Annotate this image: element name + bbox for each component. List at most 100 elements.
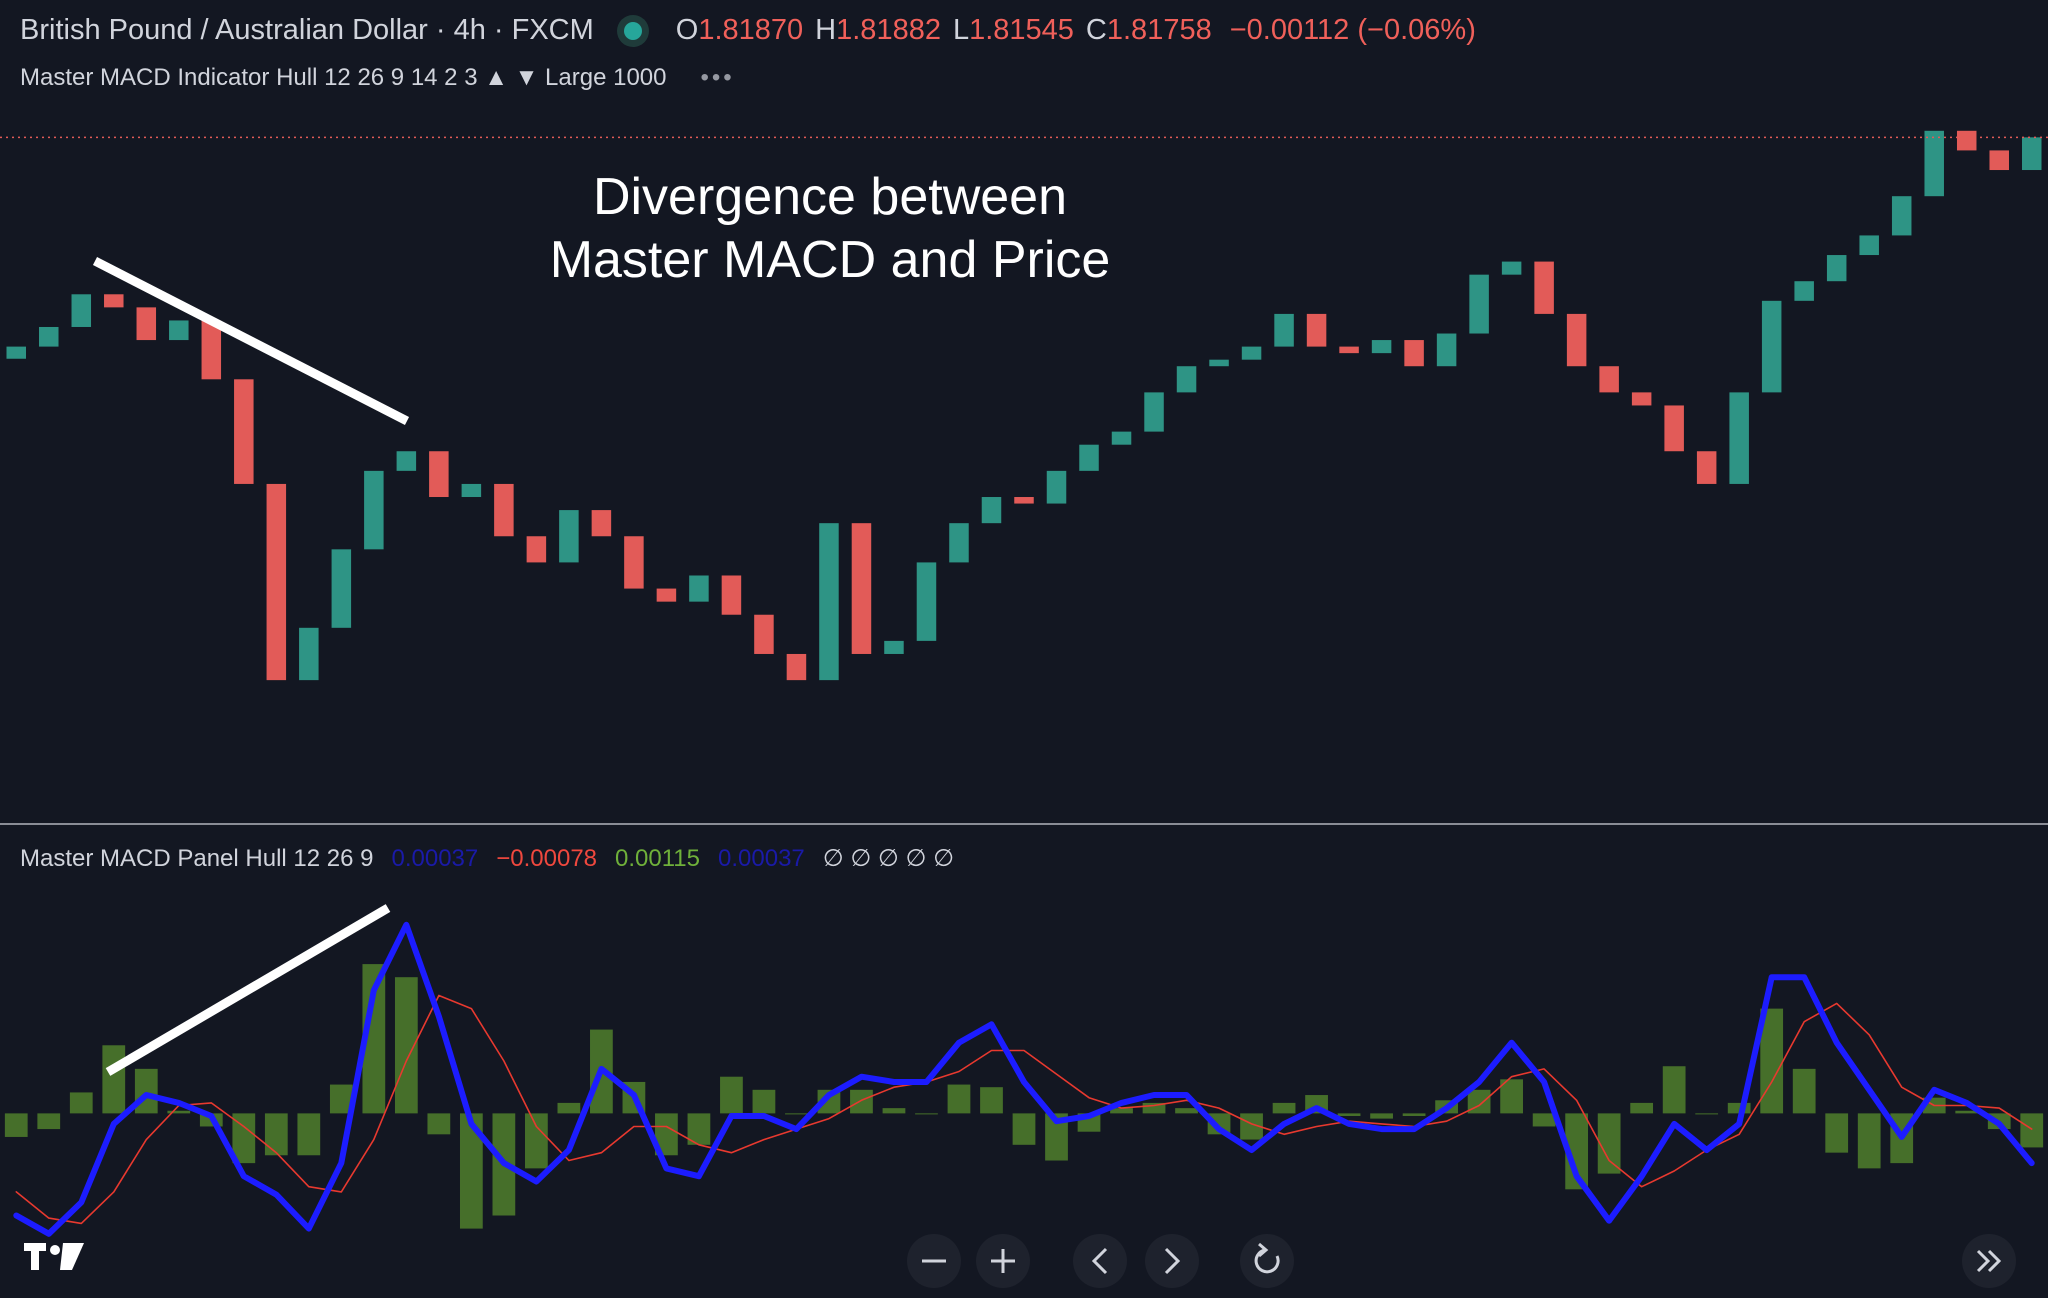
more-button[interactable]: ••• <box>700 64 735 91</box>
candle-body <box>1794 281 1814 301</box>
status-value: 0.00037 <box>718 844 805 872</box>
histogram-bar <box>297 1113 321 1156</box>
scroll-to-end-button[interactable] <box>1962 1234 2016 1288</box>
histogram-bar <box>394 977 418 1114</box>
histogram-bar <box>1695 1113 1719 1115</box>
macd-line <box>15 994 2033 1225</box>
candle-body <box>1371 340 1392 354</box>
zoom-in-button[interactable] <box>976 1234 1030 1288</box>
histogram-bar <box>1207 1113 1231 1135</box>
histogram-bar <box>1857 1113 1881 1169</box>
candle-body <box>1241 346 1262 360</box>
histogram-bar <box>882 1108 906 1114</box>
histogram-bar <box>1792 1068 1816 1114</box>
histogram-bar <box>232 1113 256 1164</box>
candle-body <box>1501 261 1522 275</box>
candle-body <box>1664 405 1684 452</box>
candle-body <box>201 320 222 380</box>
candle-body <box>1956 130 1977 151</box>
indicator-legend[interactable]: Master MACD Indicator Hull 12 26 9 14 2 … <box>20 64 735 92</box>
annotation-line: Divergence between <box>592 168 1068 226</box>
candle-body <box>364 470 384 550</box>
histogram-bar <box>1175 1108 1198 1114</box>
histogram-bar <box>329 1084 353 1114</box>
histogram-bar <box>427 1113 451 1135</box>
candle-body <box>1436 333 1457 367</box>
market-status <box>623 21 642 40</box>
price-change: −0.00112 (−0.06%) <box>1229 14 1476 46</box>
histogram-bar <box>752 1089 776 1114</box>
ohlc-key: H <box>815 14 837 46</box>
candle-body <box>624 536 644 589</box>
candle-body <box>1469 274 1489 334</box>
histogram-bar <box>980 1087 1003 1114</box>
histogram-bar <box>1662 1066 1686 1114</box>
histogram-bar <box>1532 1113 1556 1127</box>
candle-body <box>2021 137 2042 171</box>
ohlc-key: O <box>675 14 699 46</box>
candle-body <box>916 562 937 641</box>
histogram-bar <box>785 1113 808 1115</box>
histogram-bar <box>1142 1102 1166 1114</box>
candle-body <box>1859 235 1879 256</box>
ohlc-value: 1.81870 <box>698 14 804 46</box>
histogram-bar <box>134 1068 158 1114</box>
scroll-right-button[interactable] <box>1145 1234 1199 1288</box>
histogram-bar <box>1565 1113 1589 1190</box>
candle-body <box>494 483 514 537</box>
candle-body <box>819 523 839 681</box>
zoom-out-button[interactable] <box>907 1234 961 1288</box>
candle-body <box>526 536 547 563</box>
histogram-bar <box>1825 1113 1849 1153</box>
histogram-bar <box>525 1113 548 1169</box>
candle-body <box>1339 346 1359 354</box>
candle-body <box>786 653 807 681</box>
histogram-bar <box>1240 1113 1263 1140</box>
panel-title[interactable]: Master MACD Panel Hull 12 26 9 <box>20 844 374 872</box>
candle-body <box>1144 392 1164 432</box>
candle-body <box>1209 359 1229 367</box>
candle-body <box>1924 130 1944 197</box>
histogram-bar <box>167 1110 191 1114</box>
symbol-header: British Pound / Australian Dollar · 4h ·… <box>20 14 1476 47</box>
status-value: ∅ ∅ ∅ ∅ ∅ <box>822 845 954 872</box>
candle-body <box>1306 313 1327 347</box>
histogram-bar <box>1110 1108 1133 1114</box>
candle-body <box>429 451 449 498</box>
candle-body <box>169 320 189 341</box>
candle-body <box>39 326 59 347</box>
ohlc-value: 1.81545 <box>969 14 1074 46</box>
histogram-bar <box>362 964 386 1114</box>
histogram-bar <box>37 1113 61 1130</box>
candle-body <box>1046 470 1067 504</box>
histogram-bar <box>102 1045 126 1114</box>
reset-button[interactable] <box>1240 1234 1294 1288</box>
candle-body <box>851 523 872 654</box>
candle-body <box>136 307 157 341</box>
candle-body <box>396 451 417 471</box>
scroll-left-button[interactable] <box>1073 1234 1127 1288</box>
panel-legend[interactable]: Master MACD Panel Hull 12 26 9 0.00037 −0… <box>20 844 954 873</box>
candle-body <box>1014 497 1034 504</box>
histogram-bar <box>915 1113 938 1115</box>
candle-body <box>6 346 27 359</box>
candle-body <box>591 510 612 537</box>
histogram-bar <box>1370 1113 1393 1119</box>
histogram-bar <box>264 1113 288 1156</box>
histogram-bar <box>2020 1113 2044 1148</box>
candle-body <box>1891 196 1912 236</box>
trend-drawing <box>105 904 391 1076</box>
candle-body <box>1534 261 1554 314</box>
candle-body <box>331 549 352 628</box>
candle-body <box>234 379 254 484</box>
candle-body <box>1989 150 2009 171</box>
indicator-title[interactable]: Master MACD Indicator Hull 12 26 9 14 2 … <box>20 64 667 91</box>
candle-body <box>656 588 677 602</box>
histogram-bar <box>720 1076 743 1114</box>
candle-body <box>981 497 1002 524</box>
histogram-bar <box>1402 1113 1426 1116</box>
macd-panel <box>4 921 2044 1237</box>
candle-body <box>1404 340 1424 367</box>
candle-body <box>266 483 287 681</box>
